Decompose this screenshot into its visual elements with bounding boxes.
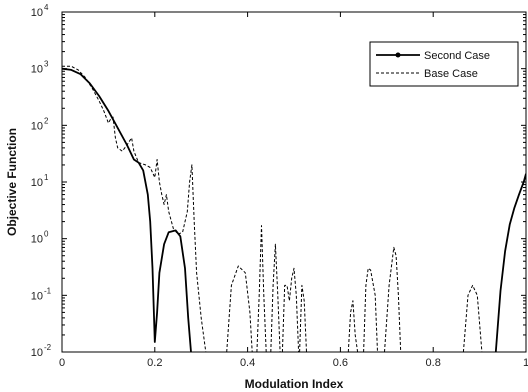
legend-label-1: Base Case <box>424 68 478 80</box>
series-1-segment-1 <box>226 265 253 352</box>
y-tick-exponent: 3 <box>44 60 49 69</box>
series-1-segment-6 <box>347 300 359 352</box>
series-0-segment-1 <box>494 173 526 352</box>
series-1-segment-5 <box>299 284 307 352</box>
series-1-segment-3 <box>270 243 281 352</box>
x-tick-label: 0.4 <box>240 357 255 369</box>
y-tick-label: 10 <box>31 120 43 132</box>
axis-ticks <box>61 11 527 353</box>
legend-label-0: Second Case <box>424 50 490 62</box>
x-tick-label: 1 <box>523 357 528 369</box>
series-1-segment-4 <box>281 267 300 352</box>
y-tick-exponent: -1 <box>44 286 52 295</box>
plot-lines <box>62 65 526 352</box>
series-1-segment-8 <box>384 246 402 352</box>
y-tick-label: 10 <box>31 347 43 359</box>
x-tick-label: 0.6 <box>333 357 348 369</box>
legend-marker-0 <box>395 52 401 58</box>
y-tick-label: 10 <box>31 290 43 302</box>
x-axis-label: Modulation Index <box>245 377 344 391</box>
x-tick-label: 0.2 <box>147 357 162 369</box>
x-tick-label: 0 <box>59 357 65 369</box>
y-tick-exponent: 2 <box>44 116 49 125</box>
series-1-segment-9 <box>462 284 483 352</box>
y-tick-label: 10 <box>31 7 43 19</box>
y-tick-label: 10 <box>31 234 43 246</box>
y-tick-exponent: 1 <box>44 173 49 182</box>
y-axis-label: Objective Function <box>5 128 19 236</box>
series-0-segment-0 <box>62 67 192 352</box>
y-tick-exponent: -2 <box>44 343 52 352</box>
series-1-segment-2 <box>256 225 267 352</box>
y-tick-label: 10 <box>31 177 43 189</box>
y-tick-exponent: 4 <box>44 3 49 12</box>
series-1-segment-0 <box>62 65 207 352</box>
y-tick-label: 10 <box>31 64 43 76</box>
series-1-segment-7 <box>363 267 378 352</box>
legend-box <box>369 41 519 87</box>
legend: Second Case Base Case <box>369 41 519 87</box>
x-tick-label: 0.8 <box>426 357 441 369</box>
y-tick-exponent: 0 <box>44 230 49 239</box>
